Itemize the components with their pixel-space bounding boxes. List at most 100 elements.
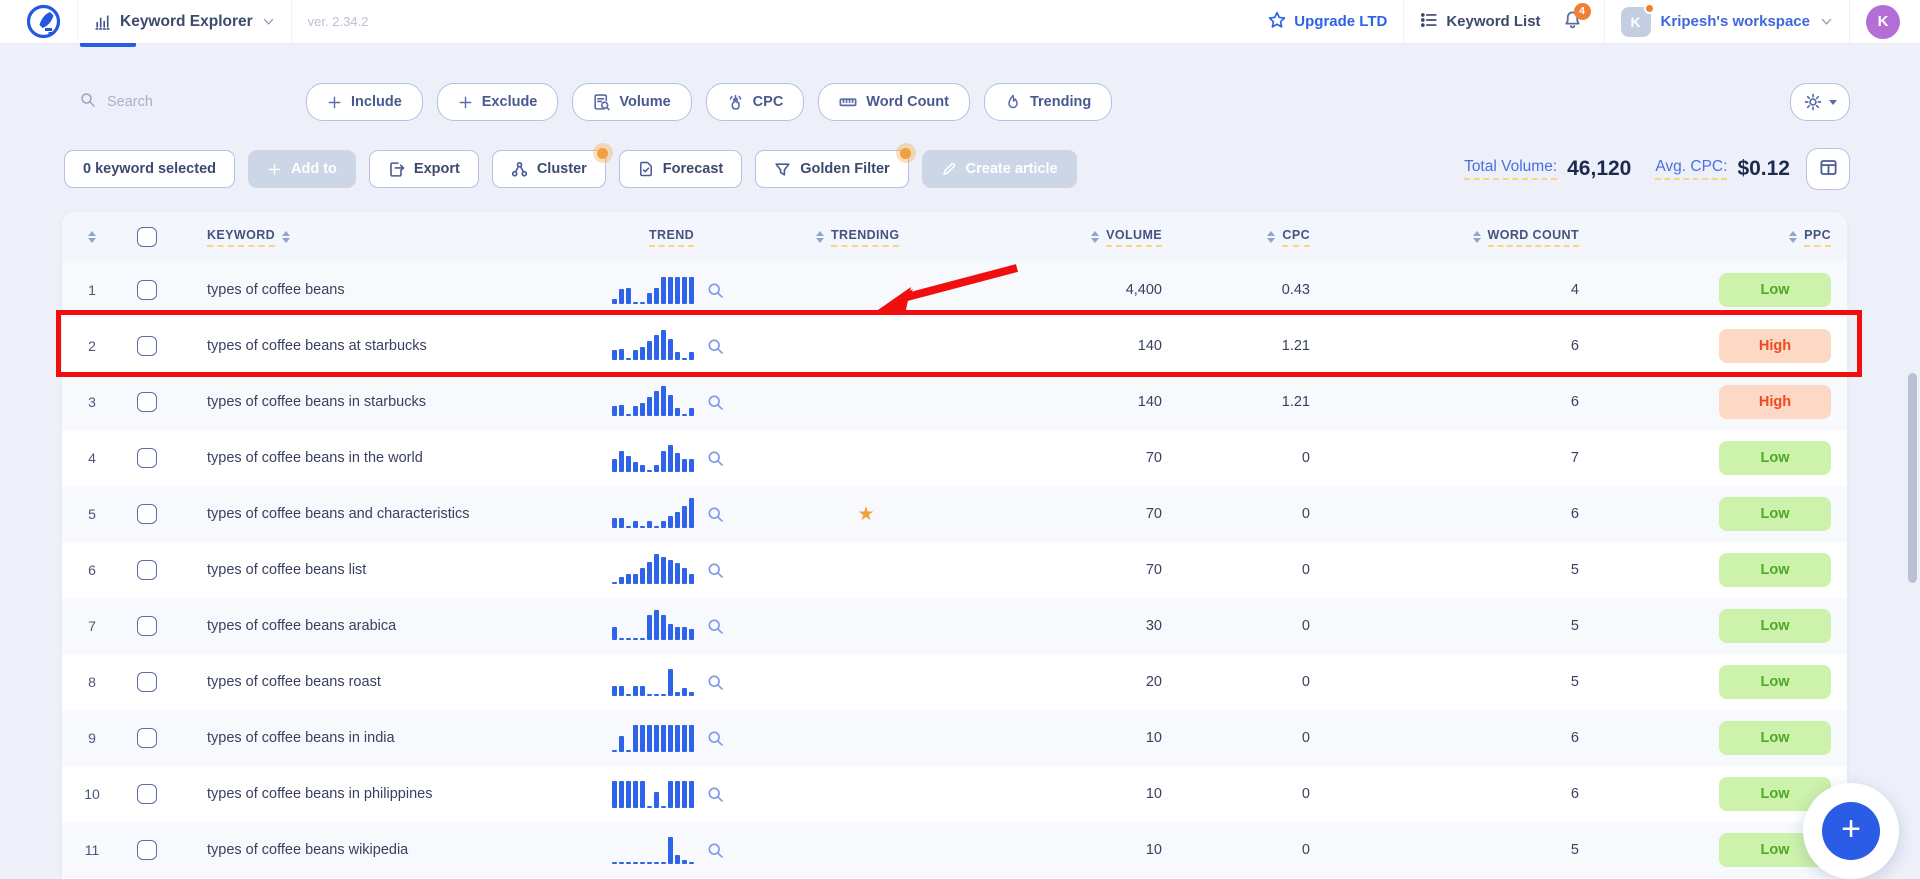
row-checkbox[interactable] — [137, 654, 157, 710]
table-row[interactable]: 2 types of coffee beans at starbucks 140… — [62, 318, 1847, 374]
sort-keyword-icon[interactable] — [282, 231, 291, 243]
version-label: ver. 2.34.2 — [307, 14, 369, 29]
keyword-text: types of coffee beans in india — [207, 730, 395, 746]
word-count-value: 6 — [1570, 786, 1579, 802]
forecast-button[interactable]: Forecast — [618, 150, 743, 188]
trend-zoom-button[interactable] — [707, 822, 724, 878]
filter-button-cpc[interactable]: CPC — [705, 83, 805, 121]
gear-icon — [1804, 93, 1822, 111]
word-count-value: 7 — [1570, 450, 1579, 466]
keyword-text: types of coffee beans roast — [207, 674, 381, 690]
row-checkbox[interactable] — [137, 430, 157, 486]
trend-zoom-button[interactable] — [707, 766, 724, 822]
row-checkbox[interactable] — [137, 710, 157, 766]
trending-star-icon — [816, 318, 916, 374]
keyword-list-link[interactable]: Keyword List — [1420, 11, 1541, 33]
export-button[interactable]: Export — [368, 150, 479, 188]
header-trending[interactable]: TRENDING — [816, 212, 900, 262]
add-to-button[interactable]: Add to — [248, 150, 356, 188]
filter-button-include[interactable]: Include — [306, 83, 423, 121]
trend-zoom-button[interactable] — [707, 374, 724, 430]
header-cpc[interactable]: CPC — [1267, 212, 1310, 262]
row-checkbox[interactable] — [137, 262, 157, 318]
total-volume-label: Total Volume: — [1464, 158, 1558, 180]
filter-button-exclude[interactable]: Exclude — [436, 83, 559, 121]
header-volume[interactable]: VOLUME — [1091, 212, 1162, 262]
trend-zoom-button[interactable] — [707, 654, 724, 710]
filter-button-trending[interactable]: Trending — [983, 83, 1113, 121]
header-keyword[interactable]: KEYWORD — [207, 212, 291, 262]
trending-star-icon — [816, 374, 916, 430]
row-checkbox[interactable] — [137, 822, 157, 878]
search-box[interactable] — [64, 83, 292, 121]
table-row[interactable]: 1 types of coffee beans 4,400 0.43 4 Low — [62, 262, 1847, 318]
table-row[interactable]: 10 types of coffee beans in philippines … — [62, 766, 1847, 822]
create-article-button[interactable]: Create article — [921, 150, 1077, 188]
table-row[interactable]: 7 types of coffee beans arabica 30 0 5 L… — [62, 598, 1847, 654]
sort-cpc-icon[interactable] — [1267, 231, 1276, 243]
cpc-value: 0 — [1301, 674, 1310, 690]
user-avatar[interactable]: K — [1866, 4, 1900, 39]
sort-ppc-icon[interactable] — [1789, 231, 1798, 243]
select-all-checkbox[interactable] — [137, 212, 157, 262]
keyword-text: types of coffee beans list — [207, 562, 367, 578]
table-row[interactable]: 11 types of coffee beans wikipedia 10 0 … — [62, 822, 1847, 878]
table-row[interactable]: 5 types of coffee beans and characterist… — [62, 486, 1847, 542]
divider — [1849, 0, 1850, 44]
selected-count-button[interactable]: 0 keyword selected — [64, 150, 235, 188]
golden-filter-icon — [774, 161, 791, 178]
header-trend[interactable]: TREND — [649, 212, 695, 262]
filter-button-volume[interactable]: Volume — [572, 83, 692, 121]
upgrade-ltd-link[interactable]: Upgrade LTD — [1268, 11, 1387, 33]
filter-button-word-count[interactable]: Word Count — [818, 83, 970, 121]
table-row[interactable]: 4 types of coffee beans in the world 70 … — [62, 430, 1847, 486]
trending-star-icon — [816, 542, 916, 598]
table-row[interactable]: 6 types of coffee beans list 70 0 5 Low — [62, 542, 1847, 598]
column-layout-button[interactable] — [1806, 148, 1850, 190]
module-switcher[interactable]: Keyword Explorer — [94, 13, 275, 31]
search-input[interactable] — [105, 93, 255, 111]
trend-zoom-button[interactable] — [707, 262, 724, 318]
golden-filter-button[interactable]: Golden Filter — [755, 143, 916, 188]
app-logo-icon[interactable] — [26, 4, 61, 39]
new-feature-dot — [895, 143, 916, 163]
cpc-value: 0 — [1301, 618, 1310, 634]
avg-cpc-label: Avg. CPC: — [1655, 158, 1728, 180]
trend-zoom-button[interactable] — [707, 318, 724, 374]
row-checkbox[interactable] — [137, 486, 157, 542]
trend-zoom-button[interactable] — [707, 542, 724, 598]
volume-value: 140 — [1137, 394, 1162, 410]
floating-add-button[interactable]: + — [1803, 783, 1899, 879]
trend-zoom-button[interactable] — [707, 710, 724, 766]
header-word-count[interactable]: WORD COUNT — [1472, 212, 1579, 262]
table-row[interactable]: 3 types of coffee beans in starbucks 140… — [62, 374, 1847, 430]
row-checkbox[interactable] — [137, 374, 157, 430]
star-outline-icon — [1268, 11, 1286, 33]
header-ppc[interactable]: PPC — [1719, 212, 1831, 262]
table-row[interactable]: 8 types of coffee beans roast 20 0 5 Low — [62, 654, 1847, 710]
row-checkbox[interactable] — [137, 766, 157, 822]
row-checkbox[interactable] — [137, 542, 157, 598]
keyword-text: types of coffee beans in starbucks — [207, 394, 426, 410]
sort-volume-icon[interactable] — [1091, 231, 1100, 243]
keyword-table: KEYWORD TREND TRENDING VOLUME CPC WORD C… — [62, 212, 1847, 879]
row-number: 1 — [88, 282, 96, 298]
sort-word-count-icon[interactable] — [1472, 231, 1481, 243]
workspace-switcher[interactable]: K Kripesh's workspace — [1620, 2, 1833, 37]
cluster-button[interactable]: Cluster — [491, 143, 613, 188]
trend-sparkline — [612, 318, 700, 374]
notifications-button[interactable]: 4 — [1563, 2, 1591, 34]
keyword-list-label: Keyword List — [1446, 13, 1541, 30]
row-checkbox[interactable] — [137, 318, 157, 374]
trend-zoom-button[interactable] — [707, 430, 724, 486]
table-settings-button[interactable] — [1790, 83, 1850, 121]
trend-zoom-button[interactable] — [707, 598, 724, 654]
sort-trending-icon[interactable] — [816, 231, 824, 243]
row-checkbox[interactable] — [137, 598, 157, 654]
scrollbar-thumb[interactable] — [1908, 373, 1917, 583]
table-row[interactable]: 9 types of coffee beans in india 10 0 6 … — [62, 710, 1847, 766]
trend-zoom-button[interactable] — [707, 486, 724, 542]
row-number: 8 — [88, 674, 96, 690]
forecast-icon — [638, 161, 654, 177]
sort-all-control[interactable] — [88, 212, 96, 262]
